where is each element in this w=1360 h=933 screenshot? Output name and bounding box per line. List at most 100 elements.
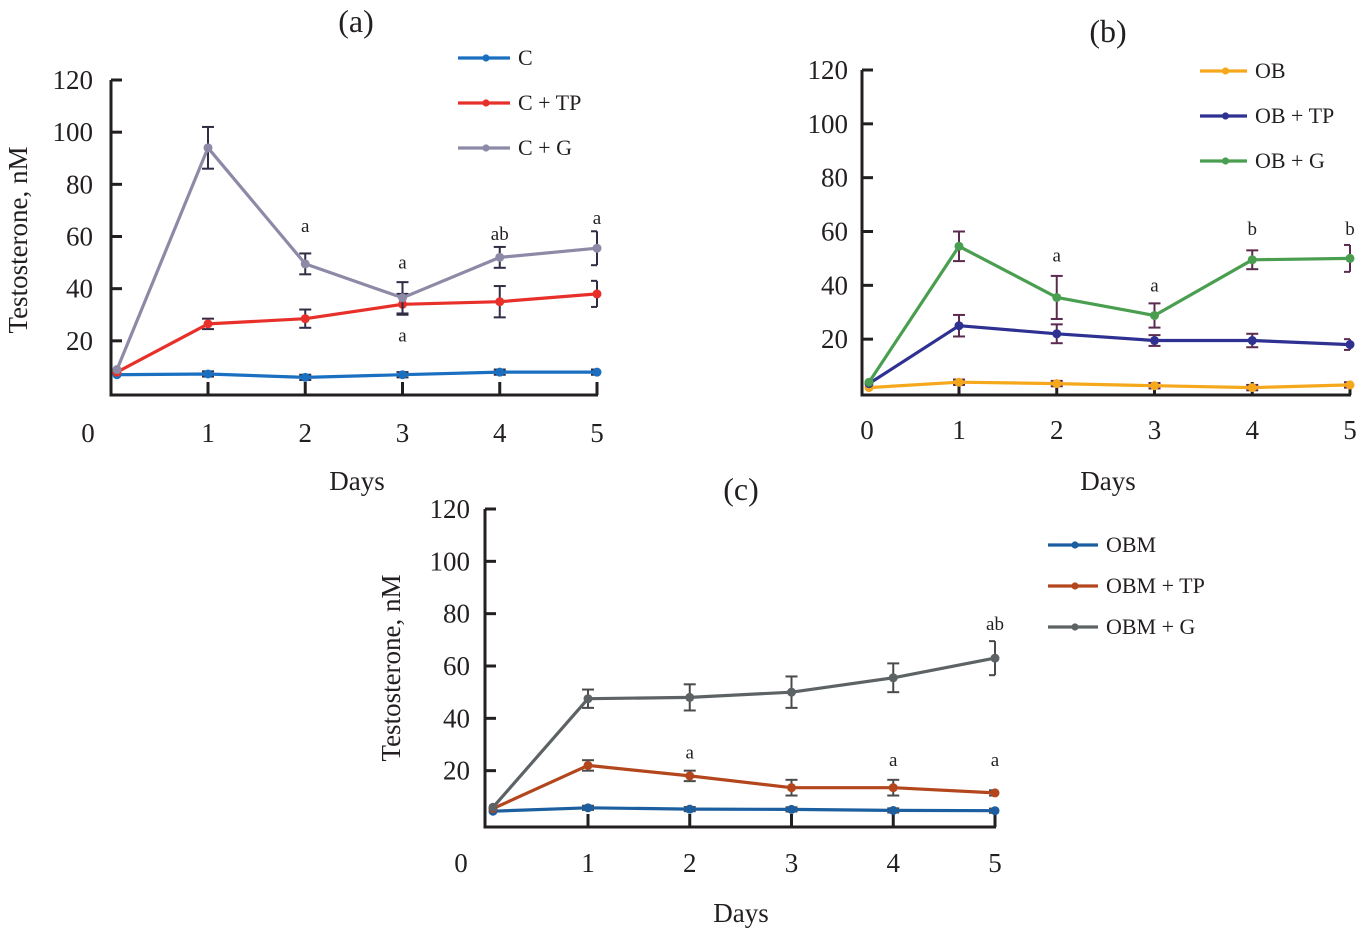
data-point	[583, 803, 593, 813]
data-point	[888, 783, 898, 793]
data-point	[685, 771, 695, 781]
series-obm-tp	[488, 759, 1000, 814]
y-tick-label: 60	[66, 222, 93, 252]
legend: C C + TP C + G	[458, 45, 581, 160]
panel-title: (a)	[338, 3, 374, 39]
significance-label: b	[1248, 219, 1258, 240]
data-point	[1247, 255, 1257, 265]
data-point	[495, 367, 505, 377]
legend-entry: C + G	[458, 135, 572, 160]
x-axis-title: Days	[1080, 466, 1136, 496]
panel-a: (a) Testosterone, nM Days 20406080100120…	[3, 3, 604, 496]
series-c-tp	[112, 279, 602, 377]
legend-label: OB	[1255, 58, 1286, 83]
panel-title: (b)	[1089, 13, 1126, 49]
significance-label: a	[686, 742, 695, 763]
data-point	[592, 289, 602, 299]
x-tick-label: 5	[1343, 415, 1357, 445]
data-point	[592, 243, 602, 253]
data-point	[583, 760, 593, 770]
legend-entry: C	[458, 45, 533, 70]
legend-marker	[1071, 623, 1079, 631]
x-axis-title: Days	[713, 898, 769, 928]
data-point	[990, 806, 1000, 816]
data-point	[787, 804, 796, 814]
y-tick-label: 60	[821, 217, 848, 247]
panel-c: (c) Testosterone, nM Days 20406080100120…	[376, 471, 1205, 928]
y-tick-label: 40	[66, 274, 93, 304]
data-point	[488, 802, 498, 812]
data-point	[954, 321, 964, 331]
legend-label: OBM + G	[1106, 614, 1196, 639]
legend-label: OBM + TP	[1106, 573, 1205, 598]
data-point	[888, 805, 898, 815]
legend-label: OBM	[1106, 532, 1156, 557]
y-tick-label: 40	[821, 270, 848, 300]
y-tick-label: 20	[443, 756, 470, 786]
significance-label: a	[889, 750, 898, 771]
series-obm-g	[488, 640, 1000, 812]
x-tick-label: 1	[952, 415, 966, 445]
significance-label: a	[1150, 275, 1159, 296]
data-point	[685, 804, 695, 814]
legend: OB OB + TP OB + G	[1200, 58, 1334, 173]
x-tick-label: 4	[887, 848, 901, 878]
data-point	[203, 319, 213, 329]
y-tick-label: 100	[430, 546, 471, 576]
data-point	[1345, 380, 1355, 390]
x-tick-label: 5	[590, 418, 604, 448]
data-point	[1247, 336, 1257, 346]
x-tick-label: 5	[988, 848, 1002, 878]
y-tick-label: 100	[53, 117, 94, 147]
y-tick-label: 40	[443, 703, 470, 733]
annotations: a a a ab a	[301, 208, 602, 346]
series-group	[488, 640, 1000, 816]
y-tick-label: 120	[808, 55, 849, 85]
series-ob-g	[864, 230, 1355, 387]
legend: OBM OBM + TP OBM + G	[1048, 532, 1205, 639]
data-point	[990, 788, 1000, 798]
legend-marker	[1071, 541, 1079, 549]
data-point	[787, 783, 796, 793]
legend-label: C	[518, 45, 533, 70]
data-point	[300, 372, 310, 382]
x-tick-label: 3	[1148, 415, 1162, 445]
legend-entry: OB	[1200, 58, 1286, 83]
data-point	[495, 297, 505, 307]
legend-label: OB + TP	[1255, 103, 1334, 128]
y-axis-title: Testosterone, nM	[3, 146, 33, 333]
series-line	[491, 656, 996, 809]
panel-title: (c)	[723, 471, 759, 507]
data-point	[300, 314, 310, 324]
series-ob	[864, 377, 1355, 393]
legend-entry: OBM + TP	[1048, 573, 1205, 598]
legend-marker	[1221, 112, 1230, 120]
data-point	[398, 370, 407, 380]
data-point	[112, 365, 122, 375]
legend-marker	[1221, 157, 1230, 165]
series-line	[115, 146, 598, 371]
data-point	[888, 673, 898, 683]
data-point	[203, 369, 213, 379]
axes: 20 40 60 80 100 120 0 1 2 3 4 5	[430, 494, 1002, 878]
legend-label: OB + G	[1255, 148, 1325, 173]
legend-marker	[1221, 67, 1230, 75]
y-tick-label: 80	[821, 163, 848, 193]
data-point	[954, 377, 964, 387]
data-point	[300, 259, 310, 269]
significance-label: ab	[986, 614, 1004, 635]
data-point	[1345, 253, 1355, 263]
x-tick-label: 2	[683, 848, 697, 878]
axes: 20 40 60 80 100 120 0 1 2 3 4 5	[53, 65, 604, 448]
y-tick-label: 80	[443, 599, 470, 629]
x-tick-label: 4	[493, 418, 507, 448]
x-tick-label: 2	[299, 418, 313, 448]
data-point	[990, 653, 1000, 663]
legend-label: C + TP	[518, 90, 581, 115]
significance-label: a	[1053, 246, 1062, 267]
y-tick-label: 100	[808, 109, 849, 139]
x-axis-title: Days	[329, 466, 385, 496]
legend-entry: C + TP	[458, 90, 581, 115]
legend-entry: OB + G	[1200, 148, 1325, 173]
y-tick-label: 20	[66, 326, 93, 356]
